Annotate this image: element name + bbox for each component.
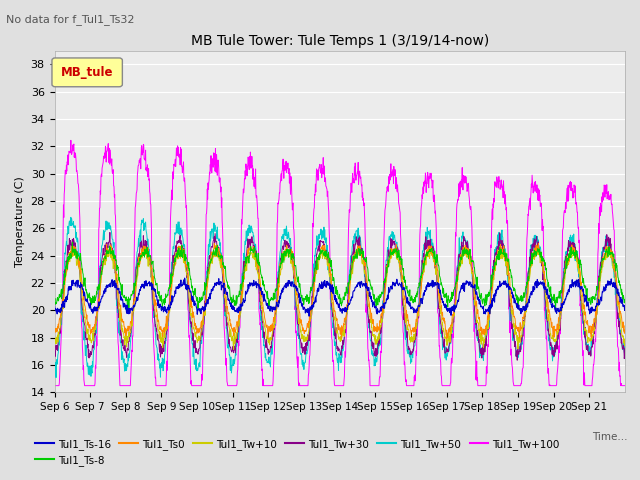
Text: MB_tule: MB_tule: [61, 66, 113, 79]
Title: MB Tule Tower: Tule Temps 1 (3/19/14-now): MB Tule Tower: Tule Temps 1 (3/19/14-now…: [191, 34, 489, 48]
Text: Time...: Time...: [592, 432, 627, 442]
Text: No data for f_Tul1_Ts32: No data for f_Tul1_Ts32: [6, 14, 135, 25]
Legend: Tul1_Ts-16, Tul1_Ts-8, Tul1_Ts0, Tul1_Tw+10, Tul1_Tw+30, Tul1_Tw+50, Tul1_Tw+100: Tul1_Ts-16, Tul1_Ts-8, Tul1_Ts0, Tul1_Tw…: [31, 434, 564, 470]
Y-axis label: Temperature (C): Temperature (C): [15, 176, 25, 267]
